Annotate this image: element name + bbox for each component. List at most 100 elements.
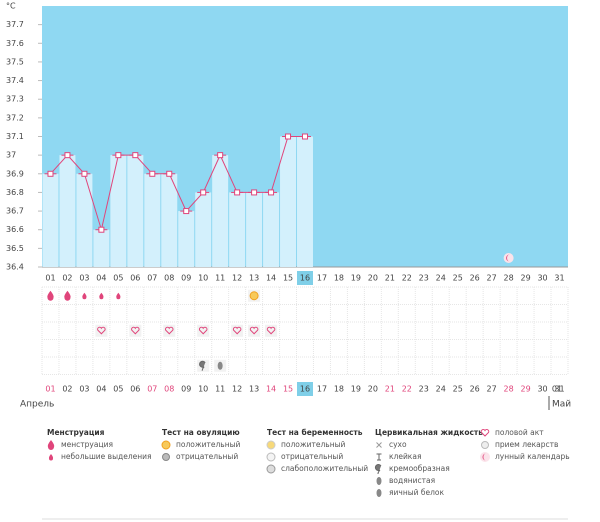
tracker-cell bbox=[197, 324, 210, 337]
icon-preg bbox=[266, 452, 276, 462]
legend-label: прием лекарств bbox=[495, 440, 558, 449]
icon-heart bbox=[480, 429, 490, 437]
date-label: 05 bbox=[113, 385, 123, 394]
x-tick-label: 05 bbox=[113, 274, 123, 283]
marker bbox=[166, 170, 173, 177]
bar bbox=[144, 173, 161, 267]
y-tick-label: 36.8 bbox=[6, 188, 24, 197]
legend-label: сухо bbox=[389, 440, 407, 449]
marker bbox=[285, 133, 292, 140]
icon-moon bbox=[482, 453, 486, 461]
date-label: 12 bbox=[232, 385, 242, 394]
bar bbox=[178, 211, 195, 267]
date-label: 19 bbox=[351, 385, 361, 394]
x-tick-label: 10 bbox=[198, 274, 208, 283]
x-tick-label: 31 bbox=[554, 274, 564, 283]
legend-label: слабоположительный bbox=[281, 464, 368, 473]
bar bbox=[42, 173, 59, 267]
icon-sun bbox=[249, 291, 259, 301]
marker bbox=[115, 152, 122, 159]
x-tick-label: 16 bbox=[300, 274, 310, 283]
tracker-cell bbox=[231, 324, 244, 337]
y-tick-label: 36.7 bbox=[6, 207, 24, 216]
y-tick-label: 37.7 bbox=[6, 20, 24, 29]
legend-title: Менструация bbox=[47, 428, 105, 437]
date-label: 08 bbox=[164, 385, 174, 394]
bar bbox=[76, 173, 93, 267]
month-label: Апрель bbox=[20, 400, 54, 410]
x-tick-label: 09 bbox=[181, 274, 191, 283]
date-label: 23 bbox=[419, 385, 429, 394]
x-tick-label: 23 bbox=[419, 274, 429, 283]
icon-heart bbox=[131, 326, 140, 335]
date-label: 21 bbox=[385, 385, 395, 394]
bar bbox=[229, 192, 246, 267]
icon-moon bbox=[506, 254, 510, 262]
date-label: 28 bbox=[504, 385, 514, 394]
icon-sticky bbox=[376, 453, 382, 461]
icon-heart bbox=[165, 326, 174, 335]
date-label: 25 bbox=[453, 385, 463, 394]
y-tick-label: 36.6 bbox=[6, 225, 24, 234]
y-tick-label: 37.3 bbox=[6, 95, 24, 104]
icon-preg bbox=[266, 440, 276, 450]
date-label: 31 bbox=[554, 385, 564, 394]
date-label: 22 bbox=[402, 385, 412, 394]
x-tick-label: 03 bbox=[79, 274, 89, 283]
icon-drop bbox=[47, 440, 55, 450]
legend-label: менструация bbox=[61, 440, 113, 449]
next-month-day: 01 bbox=[552, 385, 562, 394]
icon-fluid bbox=[376, 477, 382, 485]
y-tick-label: 37.2 bbox=[6, 113, 24, 122]
date-label: 02 bbox=[62, 385, 72, 394]
icon-heart bbox=[97, 326, 106, 335]
legend-label: положительный bbox=[176, 440, 241, 449]
icon-pill bbox=[481, 441, 489, 449]
x-tick-label: 27 bbox=[487, 274, 497, 283]
marker bbox=[217, 152, 224, 159]
marker bbox=[98, 226, 105, 233]
date-label: 18 bbox=[334, 385, 344, 394]
legend-label: отрицательный bbox=[176, 452, 238, 461]
marker bbox=[47, 170, 54, 177]
marker bbox=[64, 152, 71, 159]
x-tick-label: 06 bbox=[130, 274, 140, 283]
legend-title: Тест на овуляцию bbox=[162, 428, 240, 437]
icon-fluid bbox=[217, 361, 223, 370]
bar bbox=[59, 155, 76, 267]
y-tick-label: 37.6 bbox=[6, 39, 24, 48]
x-tick-label: 28 bbox=[504, 274, 514, 283]
bar bbox=[127, 155, 144, 267]
today-box bbox=[297, 271, 313, 285]
icon-drop bbox=[99, 292, 104, 300]
bar bbox=[161, 173, 178, 267]
x-tick-label: 14 bbox=[266, 274, 276, 283]
marker bbox=[183, 208, 190, 215]
date-label: 27 bbox=[487, 385, 497, 394]
marker bbox=[302, 133, 308, 140]
date-label: 17 bbox=[317, 385, 327, 394]
legend-label: небольшие выделения bbox=[61, 452, 152, 461]
x-tick-label: 11 bbox=[215, 274, 225, 283]
bar bbox=[110, 155, 127, 267]
x-tick-label: 18 bbox=[334, 274, 344, 283]
x-tick-label: 24 bbox=[436, 274, 446, 283]
tracker-cell bbox=[95, 324, 108, 337]
date-label: 09 bbox=[181, 385, 191, 394]
x-tick-label: 29 bbox=[520, 274, 530, 283]
icon-heart bbox=[198, 326, 208, 335]
x-tick-label: 04 bbox=[96, 274, 106, 283]
x-tick-label: 17 bbox=[317, 274, 327, 283]
date-label: 07 bbox=[147, 385, 157, 394]
x-tick-label: 02 bbox=[62, 274, 72, 283]
marker bbox=[251, 189, 258, 196]
legend-label: отрицательный bbox=[281, 452, 343, 461]
icon-fluid bbox=[376, 489, 382, 497]
legend-label: клейкая bbox=[389, 452, 421, 461]
icon-preg bbox=[266, 464, 276, 474]
icon-heart bbox=[266, 326, 276, 335]
icon-creamy bbox=[199, 360, 206, 371]
bar bbox=[246, 192, 263, 267]
date-label: 29 bbox=[520, 385, 530, 394]
x-tick-label: 19 bbox=[351, 274, 361, 283]
